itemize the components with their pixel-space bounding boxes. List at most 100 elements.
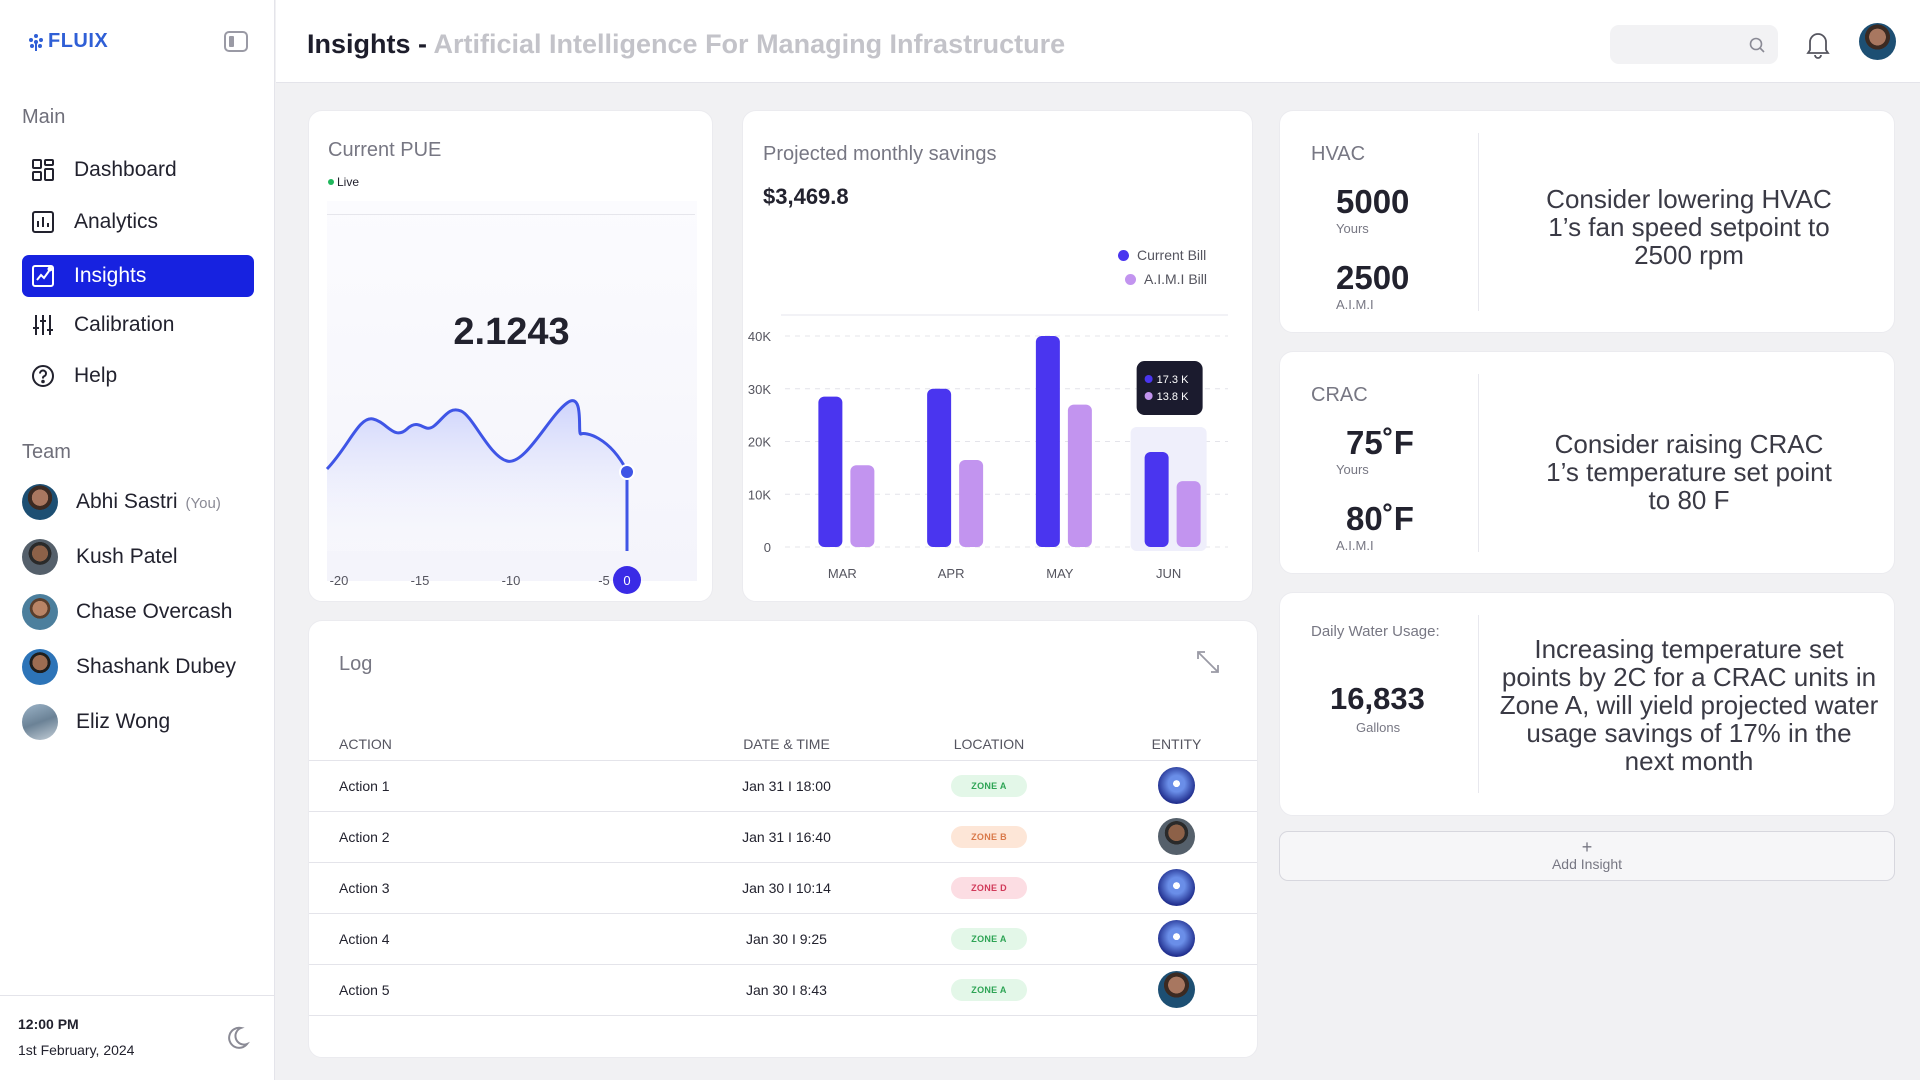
bar-current-bill-mar[interactable] [818,396,843,547]
x-tick-label: MAY [1046,566,1074,581]
avatar [1158,971,1195,1008]
y-tick-label: 10K [748,487,771,502]
log-table: ACTION DATE & TIME LOCATION ENTITY Actio… [309,728,1257,1016]
notification-bell-icon[interactable] [1804,29,1832,59]
insight-recommendation: Consider lowering HVAC 1’s fan speed set… [1546,184,1832,270]
yours-caption: Yours [1336,221,1369,236]
legend-label: Current Bill [1137,247,1207,263]
current-date: 1st February, 2024 [18,1042,135,1058]
bar-chart-icon [32,211,54,233]
current-pue-card: Current PUE Live 2.1243 -20 -15 -10 -5 0 [308,110,713,602]
table-row[interactable]: Action 3 Jan 30 I 10:14 ZONE D [309,862,1257,914]
insight-card-water: Daily Water Usage: 16,833 Gallons Increa… [1279,592,1895,816]
entity-cell [1094,862,1257,914]
bar-a-i-m-i-bill-mar[interactable] [850,465,875,547]
zone-badge: ZONE A [951,774,1027,797]
action-cell: Action 3 [309,862,689,914]
bar-current-bill-may[interactable] [1035,336,1060,547]
action-cell: Action 5 [309,964,689,1016]
live-indicator: Live [328,175,359,189]
table-header-row: ACTION DATE & TIME LOCATION ENTITY [309,728,1257,761]
user-avatar[interactable] [1859,23,1896,60]
y-tick-label: 20K [748,435,771,450]
table-row[interactable]: Action 2 Jan 31 I 16:40 ZONE B [309,811,1257,863]
plus-icon: + [1581,837,1593,857]
avatar [22,704,58,740]
x-tick: -10 [502,573,521,588]
nav-analytics-label: Analytics [74,210,159,233]
column-header: LOCATION [884,728,1094,761]
legend-dot-icon [1125,273,1136,285]
collapse-sidebar-icon[interactable] [224,31,248,52]
yours-value: 75˚F [1346,424,1414,461]
avatar [22,594,58,630]
y-tick-label: 30K [748,382,771,397]
page-title-main: Insights - [307,29,434,59]
bar-a-i-m-i-bill-apr[interactable] [959,459,984,547]
nav-help[interactable]: Help [22,355,254,397]
team-member-shashank[interactable]: Shashank Dubey [22,649,236,685]
team-member-name: Kush Patel [76,545,178,568]
current-time: 12:00 PM [18,1016,79,1032]
datetime-cell: Jan 30 I 9:25 [689,913,884,965]
insight-recommendation: Consider raising CRAC 1’s temperature se… [1546,429,1832,515]
page-subtitle: Artificial Intelligence For Managing Inf… [433,29,1066,59]
team-member-name: Abhi Sastri (You) [76,490,221,513]
datetime-cell: Jan 31 I 16:40 [689,811,884,863]
team-member-chase[interactable]: Chase Overcash [22,594,232,630]
dark-mode-icon[interactable] [224,1025,250,1051]
add-insight-button[interactable]: + Add Insight [1279,831,1895,881]
table-row[interactable]: Action 1 Jan 31 I 18:00 ZONE A [309,760,1257,812]
nav-calibration[interactable]: Calibration [22,304,254,346]
active-tick-marker[interactable] [613,566,641,594]
pue-value: 2.1243 [453,311,570,353]
insight-recommendation: Increasing temperature set points by 2C … [1499,634,1879,776]
team-member-name: Eliz Wong [76,710,171,733]
zone-badge: ZONE D [951,876,1027,899]
insight-label: CRAC [1311,384,1368,406]
table-row[interactable]: Action 5 Jan 30 I 8:43 ZONE A [309,964,1257,1016]
x-tick: -15 [411,573,430,588]
logo-text: FLUIX [48,30,109,52]
team-member-eliz[interactable]: Eliz Wong [22,704,170,740]
pue-cursor-dot[interactable] [619,464,635,480]
team-member-kush[interactable]: Kush Patel [22,539,178,575]
live-label: Live [337,175,360,189]
x-tick-label: JUN [1156,566,1181,581]
bar-a-i-m-i-bill-jun[interactable] [1176,481,1201,547]
aimi-caption: A.I.M.I [1336,297,1374,312]
log-title: Log [339,653,373,675]
sliders-icon [33,315,53,335]
zone-badge: ZONE A [951,978,1027,1001]
projected-savings-card: Projected monthly savings $3,469.8 Curre… [742,110,1253,602]
legend-label: A.I.M.I Bill [1144,271,1208,287]
nav-dashboard[interactable]: Dashboard [22,149,254,191]
expand-icon[interactable] [1195,649,1221,675]
action-cell: Action 2 [309,811,689,863]
search-icon[interactable] [1748,36,1766,54]
insight-card-crac: CRAC 75˚F Yours 80˚F A.I.M.I Consider ra… [1279,351,1895,574]
team-member-abhi[interactable]: Abhi Sastri (You) [22,484,221,520]
team-member-name: Shashank Dubey [76,655,236,678]
datetime-cell: Jan 31 I 18:00 [689,760,884,812]
app-logo[interactable]: FLUIX [28,30,108,53]
divider [1478,615,1479,793]
nav-insights[interactable]: Insights [22,255,254,297]
aimi-entity-icon [1158,920,1195,957]
savings-title: Projected monthly savings [763,143,997,165]
live-dot-icon [328,179,334,185]
insight-label: Daily Water Usage: [1311,623,1440,640]
bar-current-bill-apr[interactable] [927,388,952,547]
nav-analytics[interactable]: Analytics [22,201,254,243]
legend-dot-icon [1118,249,1129,261]
log-card: Log ACTION DATE & TIME LOCATION ENTITY A… [308,620,1258,1058]
y-tick-label: 40K [748,329,771,344]
tooltip-dot-icon [1144,392,1153,400]
x-tick-label: APR [938,566,965,581]
bar-current-bill-jun[interactable] [1144,452,1169,547]
sidebar: FLUIX Main Dashboard Analytics Insights … [0,0,275,1080]
action-cell: Action 1 [309,760,689,812]
bar-a-i-m-i-bill-may[interactable] [1067,404,1092,547]
y-tick-label: 0 [764,540,771,555]
table-row[interactable]: Action 4 Jan 30 I 9:25 ZONE A [309,913,1257,965]
